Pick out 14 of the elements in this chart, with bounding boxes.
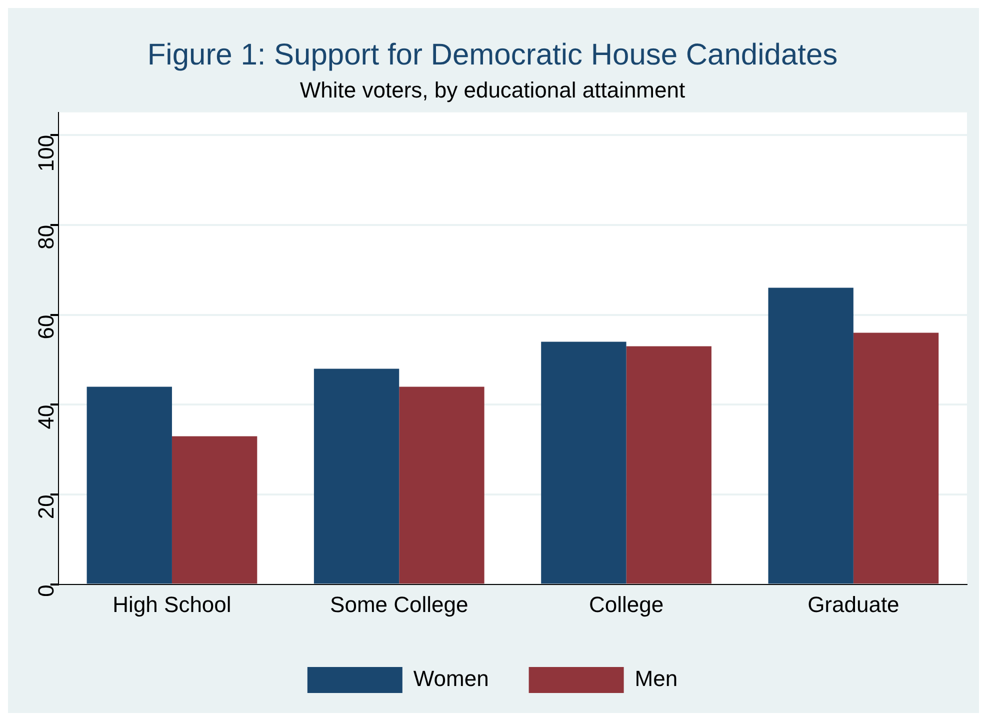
legend-label: Women <box>413 666 489 692</box>
y-tick-label: 100 <box>33 134 58 172</box>
chart-title: Figure 1: Support for Democratic House Candidates <box>147 38 838 72</box>
y-tick-label: 20 <box>33 494 58 520</box>
x-tick-label: Some College <box>330 592 468 617</box>
legend-label: Men <box>634 666 678 692</box>
chart-subtitle: White voters, by educational attainment <box>300 77 686 102</box>
x-tick-label: College <box>588 592 664 617</box>
y-tick-label: 0 <box>33 584 58 597</box>
x-tick-label: Graduate <box>808 592 900 617</box>
y-tick-label: 60 <box>33 314 58 340</box>
y-tick-label: 40 <box>33 404 58 430</box>
x-tick-label: High School <box>112 592 232 617</box>
y-tick-label: 80 <box>33 224 58 250</box>
